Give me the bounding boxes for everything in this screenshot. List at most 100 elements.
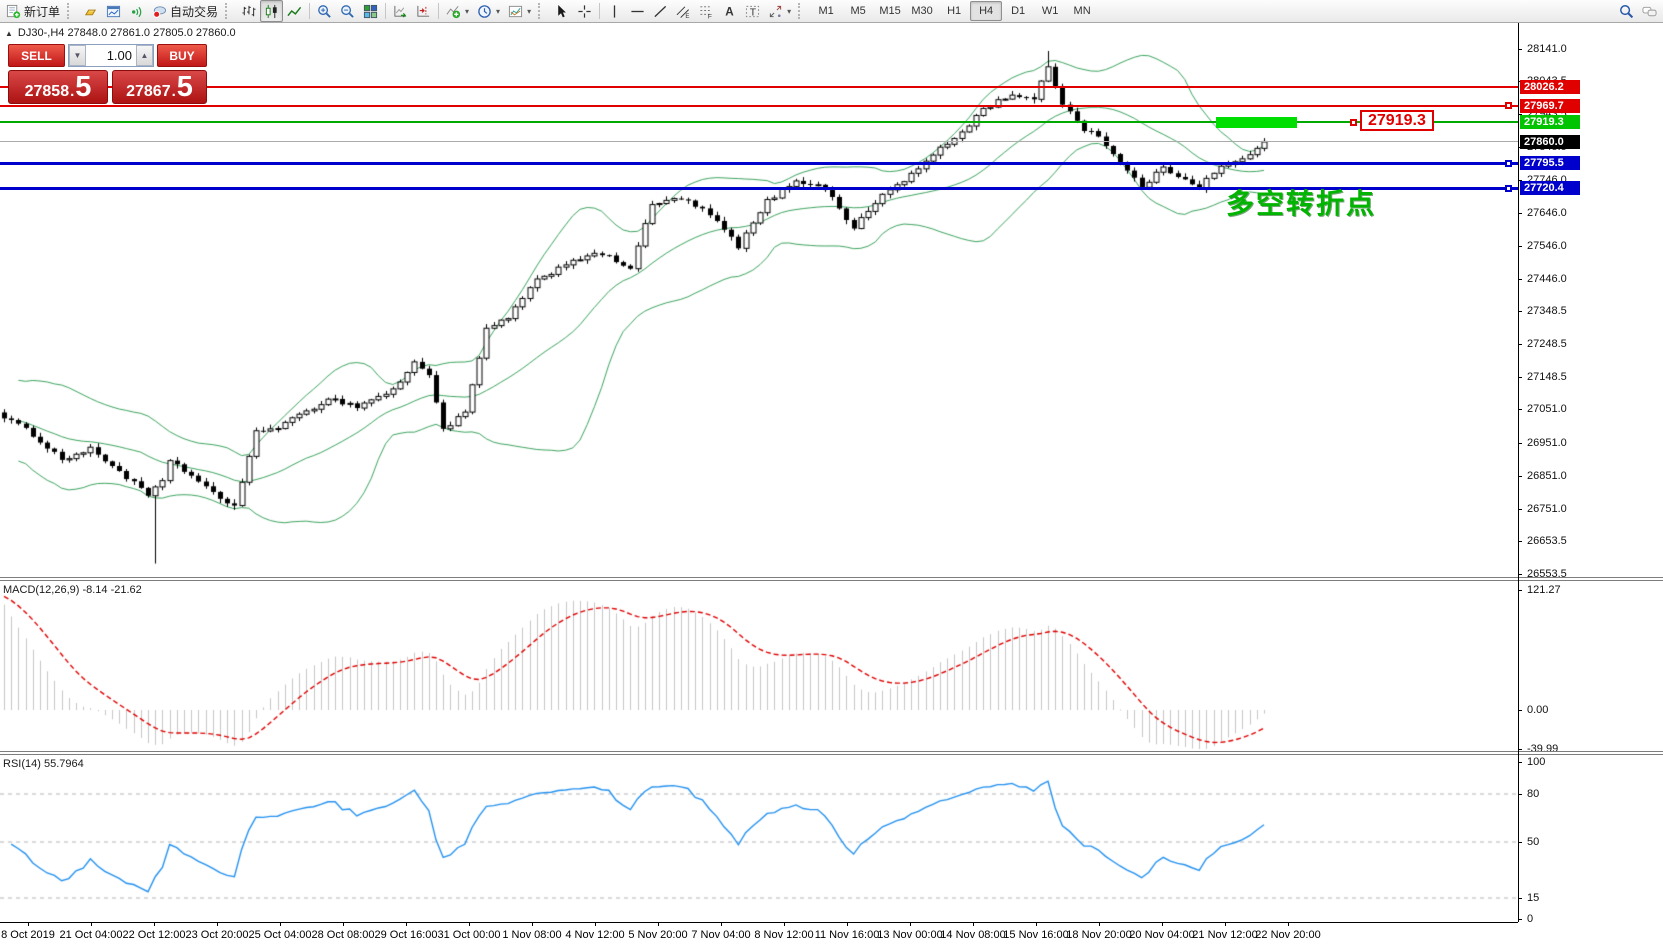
support-zone-highlight[interactable] [1216,116,1297,128]
time-tick-label: 29 Oct 16:00 [374,929,438,941]
trendline-button[interactable] [649,0,672,22]
sell-price-button[interactable]: 27858 . 5 [8,70,108,104]
one-click-trading-panel: SELL ▼ ▲ BUY 27858 . 5 27867 . 5 [8,44,207,104]
macd-indicator-label: MACD(12,26,9) -8.14 -21.62 [3,584,142,596]
timeframe-mn-button[interactable]: MN [1073,5,1091,17]
indicators-button[interactable]: ▾ [442,0,473,22]
search-button[interactable] [1615,0,1638,22]
cursor-button[interactable] [550,0,573,22]
svg-text:E: E [685,13,689,19]
svg-text:T: T [750,7,757,18]
axis-tickmark [1518,475,1522,477]
main-toolbar: 新订单 自动交易 ▾ ▾ ▾ E F A T ▾ M1 M5 M15 M30 H1 H4 D1 W1 MN [0,0,1663,23]
timeframe-h1-button[interactable]: H1 [947,5,962,17]
pane-separator[interactable] [0,751,1663,752]
new-order-button[interactable]: 新订单 [2,0,64,22]
time-tickmark [784,922,785,926]
timeframe-m15-button[interactable]: M15 [879,5,901,17]
annotation-text[interactable]: 多空转折点 [1226,188,1377,219]
timeframe-d1-button[interactable]: D1 [1011,5,1026,17]
volume-increase-button[interactable]: ▲ [136,45,153,66]
sell-button[interactable]: SELL [8,44,65,67]
time-tick-label: 14 Nov 08:00 [940,929,1006,941]
equidistant-channel-button[interactable]: E [672,0,695,22]
chart-shift-button[interactable] [412,0,435,22]
vertical-line-button[interactable] [603,0,626,22]
timeframe-m1-button[interactable]: M1 [818,5,834,17]
horizontal-line-pivot-green[interactable] [0,121,1518,124]
auto-scroll-button[interactable] [389,0,412,22]
timeframe-w1-button[interactable]: W1 [1041,5,1059,17]
volume-input[interactable] [86,45,136,66]
time-tick-label: 18 Nov 20:00 [1066,929,1132,941]
horizontal-line-resistance-2[interactable] [0,104,1518,107]
pane-separator[interactable] [0,754,1663,755]
auto-trading-button[interactable]: 自动交易 [148,0,222,22]
time-tick-label: 21 Oct 04:00 [59,929,123,941]
dropdown-caret-icon[interactable]: ▾ [527,6,532,16]
time-tickmark [658,922,659,926]
signals-button[interactable] [125,0,148,22]
price-axis-line [1518,23,1519,922]
text-button[interactable]: A [718,0,741,22]
horizontal-line-resistance-1[interactable] [0,85,1518,88]
axis-tick-label: 50 [1527,836,1540,848]
sell-price-main: 27858 [24,83,70,100]
line-handle-pivot[interactable] [1350,118,1357,126]
tile-windows-button[interactable] [359,0,382,22]
timeframe-h4-button[interactable]: H4 [970,1,1003,21]
crosshair-button[interactable] [573,0,596,22]
new-order-icon [6,4,21,19]
fibonacci-button[interactable]: F [695,0,718,22]
time-tickmark [280,922,281,926]
candles-icon [264,4,279,19]
dropdown-caret-icon[interactable]: ▾ [787,6,792,16]
axis-tickmark [1518,508,1522,510]
timeframe-m5-button[interactable]: M5 [850,5,866,17]
periods-button[interactable]: ▾ [473,0,504,22]
dropdown-caret-icon[interactable]: ▾ [465,6,470,16]
volume-decrease-button[interactable]: ▼ [69,45,86,66]
timeframe-m30-button[interactable]: M30 [911,5,933,17]
rsi-indicator-label: RSI(14) 55.7964 [3,758,84,770]
buy-button[interactable]: BUY [157,44,207,67]
pane-separator[interactable] [0,577,1663,578]
axis-tickmark [1518,114,1522,116]
arrows-button[interactable]: ▾ [764,0,795,22]
collapse-panel-icon[interactable]: ▲ [5,28,13,38]
market-watch-button[interactable] [102,0,125,22]
axis-tick-label: 27248.5 [1527,338,1567,351]
metaeditor-button[interactable] [79,0,102,22]
pane-separator[interactable] [0,580,1663,581]
buy-price-button[interactable]: 27867 . 5 [112,70,207,104]
zoom-out-button[interactable] [336,0,359,22]
horizontal-line-current-bid[interactable] [0,141,1518,143]
horizontal-line-support-1[interactable] [0,161,1518,165]
chart-ohlc-info: ▲ DJ30-,H4 27848.0 27861.0 27805.0 27860… [5,27,236,39]
text-label-button[interactable]: T [741,0,764,22]
line-handle-support-1[interactable] [1505,159,1512,167]
text-a-icon: A [722,4,737,19]
line-handle-resistance-2[interactable] [1505,102,1512,110]
time-axis: 8 Oct 2019 21 Oct 04:00 22 Oct 12:00 23 Oct… [0,922,1518,949]
time-tickmark [1099,922,1100,926]
time-tick-label: 21 Nov 12:00 [1192,929,1258,941]
bar-chart-mode-button[interactable] [237,0,260,22]
time-tick-label: 1 Nov 08:00 [502,929,562,941]
time-tickmark [973,922,974,926]
chart-canvas[interactable] [0,0,1518,949]
horizontal-line-button[interactable] [626,0,649,22]
zoom-in-button[interactable] [313,0,336,22]
price-tag-label[interactable]: 27919.3 [1360,110,1434,131]
chat-button[interactable] [1638,0,1661,22]
dropdown-caret-icon[interactable]: ▾ [496,6,501,16]
indicator-add-icon [446,4,461,19]
line-handle-support-2[interactable] [1505,184,1512,192]
symbol-ohlc-text: DJ30-,H4 27848.0 27861.0 27805.0 27860.0 [17,27,236,39]
candle-chart-mode-button[interactable] [260,0,284,22]
axis-tickmark [1518,590,1522,592]
line-chart-mode-button[interactable] [283,0,306,22]
horizontal-line-support-2[interactable] [0,186,1518,190]
templates-button[interactable]: ▾ [504,0,535,22]
axis-tick-label: 27546.0 [1527,239,1567,252]
